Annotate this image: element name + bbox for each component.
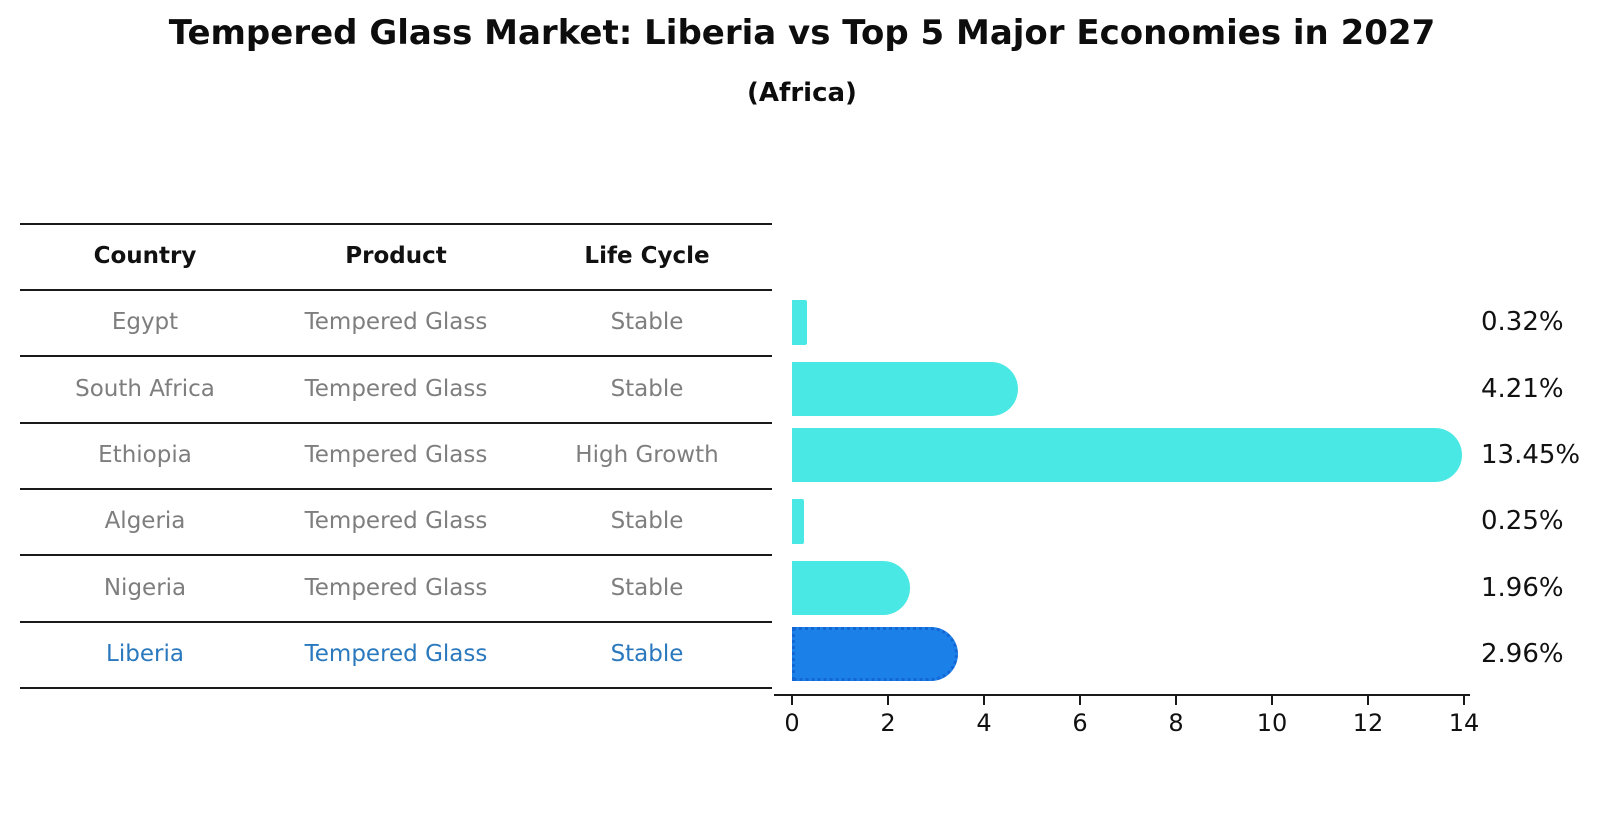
table-row: Algeria Tempered Glass Stable [20,505,772,537]
x-tick [887,696,889,705]
x-tick [1463,696,1465,705]
value-label: 0.25% [1481,506,1564,536]
table-rule [20,355,772,357]
table-rule [20,223,772,225]
x-tick [1175,696,1177,705]
bar [792,498,804,544]
table-rule [20,422,772,424]
table-row: Nigeria Tempered Glass Stable [20,572,772,604]
value-label: 4.21% [1481,373,1564,404]
bar [792,361,1019,416]
table-row: Ethiopia Tempered Glass High Growth [20,439,772,471]
table-rule [20,488,772,490]
cell-country: Ethiopia [98,442,192,468]
cell-lifecycle: Stable [610,375,684,402]
cell-lifecycle: Stable [610,309,684,335]
cell-country: Egypt [111,309,179,335]
table-row: Egypt Tempered Glass Stable [20,306,772,338]
cell-country: Nigeria [103,574,187,601]
value-label: 1.96% [1481,572,1564,603]
bar [792,299,808,345]
table-row: Liberia Tempered Glass Stable [20,638,772,670]
column-header-product: Product [345,243,447,269]
cell-product: Tempered Glass [304,641,488,667]
chart-subtitle: (Africa) [747,78,857,108]
x-tick-label: 6 [1072,709,1088,737]
table-rule [20,554,772,556]
table-rule [20,621,772,623]
cell-country: Algeria [104,508,186,534]
column-header-country: Country [93,243,197,269]
cell-product: Tempered Glass [304,375,488,402]
cell-lifecycle: Stable [610,508,684,534]
column-header-lifecycle: Life Cycle [584,243,710,269]
cell-country: South Africa [75,375,215,402]
x-tick [1079,696,1081,705]
x-tick [1367,696,1369,705]
x-tick-label: 8 [1168,709,1184,737]
x-axis-line [774,694,1470,696]
x-tick-label: 2 [880,709,896,737]
chart-title: Tempered Glass Market: Liberia vs Top 5 … [168,13,1436,53]
table-rule [20,289,772,291]
bar-highlight [792,627,959,681]
value-label: 13.45% [1481,440,1581,470]
value-label: 0.32% [1481,307,1564,337]
cell-lifecycle: High Growth [575,442,719,468]
bar [792,560,911,615]
x-tick-label: 4 [976,709,992,737]
cell-product: Tempered Glass [304,508,488,534]
x-tick [983,696,985,705]
x-tick-label: 10 [1256,709,1288,737]
table-header-row: Country Product Life Cycle [20,240,772,272]
cell-lifecycle: Stable [610,574,684,601]
table-row: South Africa Tempered Glass Stable [20,373,772,405]
x-tick [1271,696,1273,705]
value-label: 2.96% [1481,639,1564,669]
country-table: Country Product Life Cycle Egypt Tempered… [20,223,772,689]
cell-product: Tempered Glass [304,442,488,468]
bar [792,428,1462,482]
x-tick-label: 0 [784,709,800,737]
x-tick-label: 14 [1448,709,1480,737]
x-tick-label: 12 [1352,709,1384,737]
cell-lifecycle: Stable [610,641,684,667]
cell-product: Tempered Glass [304,309,488,335]
table-rule [20,687,772,689]
cell-country: Liberia [106,641,184,667]
x-tick [791,696,793,705]
cell-product: Tempered Glass [304,574,488,601]
